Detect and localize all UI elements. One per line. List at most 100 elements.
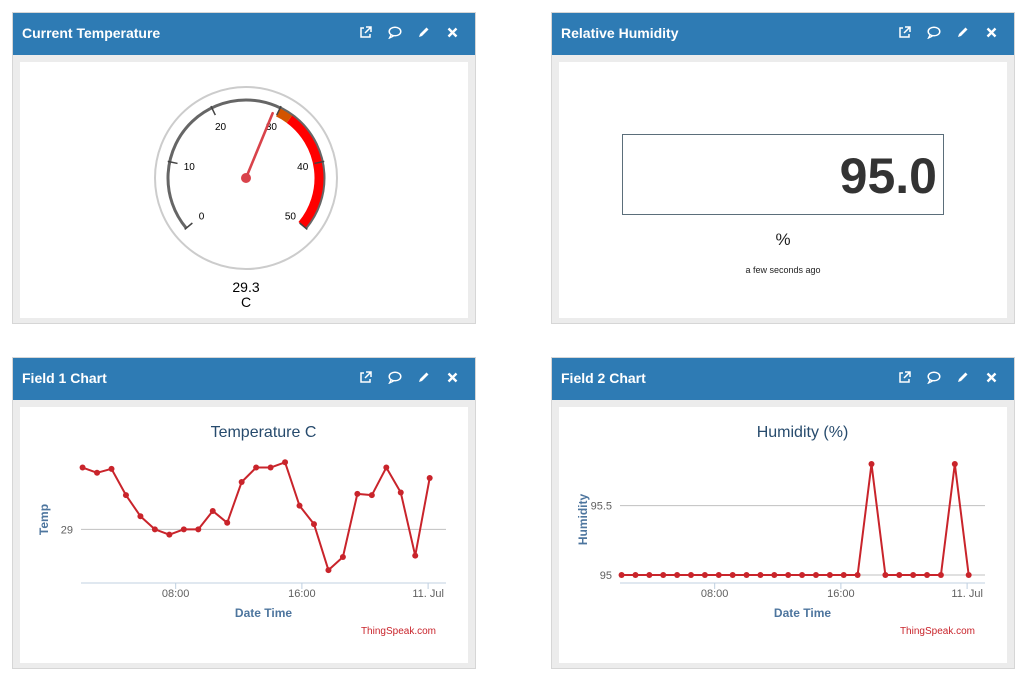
data-point [743, 572, 750, 579]
y-axis-title: Humidity [576, 494, 590, 546]
temperature-chart: Temperature C 29 08:00 16:00 11. Jul Date Tim… [37, 424, 446, 637]
data-point [868, 460, 875, 467]
x-tick-label: 11. Jul [951, 588, 983, 600]
data-point [209, 507, 216, 514]
comment-icon[interactable] [386, 24, 403, 41]
gauge-danger-band [286, 115, 324, 228]
widget-body: 95.0 % a few seconds ago [559, 62, 1007, 318]
chart-credit: ThingSpeak.com [900, 626, 975, 637]
pencil-icon[interactable] [415, 369, 432, 386]
data-point [688, 572, 694, 579]
pencil-icon[interactable] [415, 24, 432, 41]
widget-body: Humidity (%) 95.5 95 08:00 16:00 11. Jul Date … [559, 407, 1007, 663]
humidity-widget: Relative Humidity 95.0 % a few seconds a… [551, 12, 1015, 324]
gauge-tick [167, 160, 178, 165]
x-axis-title: Date Time [774, 606, 831, 620]
gauge-tick-label: 10 [184, 162, 196, 173]
data-point [715, 572, 722, 579]
data-point [757, 572, 764, 579]
data-point [166, 531, 173, 538]
external-link-icon[interactable] [357, 369, 374, 386]
widget-title: Relative Humidity [561, 25, 679, 41]
gauge-tick [184, 222, 193, 230]
widget-title: Current Temperature [22, 25, 161, 41]
y-tick-label: 29 [61, 524, 73, 536]
widget-actions [896, 24, 1000, 41]
data-point [412, 552, 419, 559]
widget-header: Field 1 Chart [13, 358, 475, 400]
data-point [296, 502, 303, 509]
data-point [965, 572, 972, 579]
data-point [674, 572, 681, 579]
widget-body: Temperature C 29 08:00 16:00 11. Jul Date Tim… [20, 407, 468, 663]
data-point [618, 572, 625, 579]
temperature-gauge: 0 10 20 30 40 50 29.3 C [154, 86, 338, 310]
data-point [924, 572, 931, 579]
data-point [79, 464, 86, 471]
series-line [621, 462, 970, 577]
humidity-chart: Humidity (%) 95.5 95 08:00 16:00 11. Jul Date … [576, 424, 985, 637]
field1-chart-widget: Field 1 Chart Temperature C 29 08:00 16:00 1… [12, 357, 476, 669]
data-point [325, 567, 332, 574]
widget-header: Relative Humidity [552, 13, 1014, 55]
gauge-scale-arc [166, 98, 326, 230]
data-point [840, 572, 847, 579]
data-point [785, 572, 792, 579]
widget-header: Current Temperature [13, 13, 475, 55]
data-point [771, 572, 778, 579]
external-link-icon[interactable] [896, 369, 913, 386]
pencil-icon[interactable] [954, 24, 971, 41]
data-point [882, 572, 889, 579]
pencil-icon[interactable] [954, 369, 971, 386]
gauge-tick-label: 40 [297, 162, 309, 173]
comment-icon[interactable] [386, 369, 403, 386]
gauge-needle [244, 111, 274, 180]
external-link-icon[interactable] [896, 24, 913, 41]
data-point [253, 464, 260, 471]
chart-title: Humidity (%) [757, 424, 849, 441]
gauge-value: 29.3 [232, 279, 259, 295]
x-tick-label: 16:00 [827, 588, 855, 600]
chart-title: Temperature C [211, 424, 317, 441]
data-point [812, 572, 819, 579]
field2-chart-widget: Field 2 Chart Humidity (%) 95.5 95 08:00 16:… [551, 357, 1015, 669]
external-link-icon[interactable] [357, 24, 374, 41]
close-icon[interactable] [444, 24, 461, 41]
data-point [238, 479, 245, 485]
gauge-tick-label: 20 [215, 122, 227, 133]
gauge-needle-pivot [241, 173, 251, 183]
data-point [354, 490, 361, 497]
data-point [854, 572, 861, 579]
temperature-widget: Current Temperature 0 10 20 30 40 50 29.3 C [12, 12, 476, 324]
data-point [799, 572, 806, 579]
gauge-tick [299, 222, 308, 230]
x-tick-label: 08:00 [701, 588, 729, 600]
comment-icon[interactable] [925, 24, 942, 41]
gauge-tick [314, 160, 325, 165]
data-point [937, 572, 944, 579]
data-point [701, 572, 708, 579]
close-icon[interactable] [983, 369, 1000, 386]
y-tick-label: 95.5 [591, 501, 612, 513]
gauge-warning-band [275, 108, 292, 123]
humidity-value: 95.0 [839, 148, 937, 204]
data-point [383, 464, 390, 471]
data-point [368, 492, 375, 499]
data-point [729, 572, 736, 579]
data-point [826, 572, 833, 579]
y-axis-title: Temp [37, 504, 51, 535]
close-icon[interactable] [983, 24, 1000, 41]
close-icon[interactable] [444, 369, 461, 386]
data-point [426, 475, 433, 482]
gauge-tick-label: 0 [199, 211, 205, 222]
data-point [224, 519, 231, 526]
data-point [122, 492, 129, 499]
data-point [910, 572, 917, 579]
widget-header: Field 2 Chart [552, 358, 1014, 400]
data-point [94, 469, 101, 476]
x-tick-label: 16:00 [288, 588, 316, 600]
widget-body: 0 10 20 30 40 50 29.3 C [20, 62, 468, 318]
data-point [267, 464, 274, 471]
comment-icon[interactable] [925, 369, 942, 386]
widget-actions [896, 369, 1000, 386]
